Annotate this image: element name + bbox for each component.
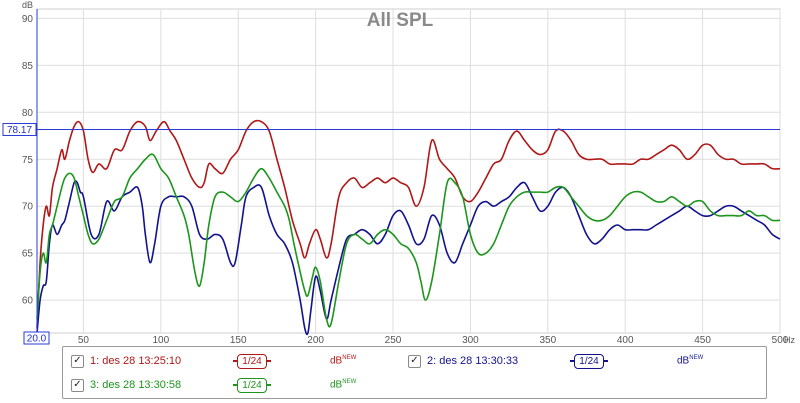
legend-label-3: 3: des 28 13:30:58 [90, 379, 182, 391]
y-tick-label: 75 [22, 155, 34, 166]
x-tick-label: 350 [539, 335, 556, 345]
y-tick-label: 65 [22, 249, 34, 260]
y-tick-label: 60 [22, 296, 34, 307]
series-group [36, 119, 781, 336]
legend-item-3[interactable]: ✓ 3: des 28 13:30:58 [71, 375, 181, 395]
smoothing-button-3[interactable]: 1/24 [233, 377, 271, 393]
x-tick-label: 50 [78, 335, 90, 345]
y-tick-label: 85 [22, 61, 34, 72]
x-tick-label: 150 [230, 335, 247, 345]
x-axis-unit: Hz [784, 335, 795, 345]
db-new-label-2[interactable]: dBNEW [677, 355, 704, 367]
y-tick-label: 80 [22, 108, 34, 119]
x-origin-label: 20.0 [27, 334, 47, 345]
legend-item-1[interactable]: ✓ 1: des 28 13:25:10 [71, 351, 181, 371]
x-tick-label: 400 [617, 335, 634, 345]
legend-label-1: 1: des 28 13:25:10 [90, 355, 182, 367]
x-tick-label: 300 [462, 335, 479, 345]
marker-group: 78.17 20.0 [2, 9, 780, 345]
y-axis-unit: dB [22, 0, 33, 10]
level-marker-box [2, 122, 37, 136]
x-tick-label: 100 [152, 335, 169, 345]
plot-area[interactable] [36, 8, 781, 334]
smoothing-button-2[interactable]: 1/24 [570, 353, 608, 369]
x-tick-label: 450 [694, 335, 711, 345]
legend-checkbox-3[interactable]: ✓ [71, 378, 84, 392]
spl-chart[interactable]: 50 100 150 200 250 300 350 400 450 500 60 65 70 75 80 8… [0, 0, 800, 345]
y-tick-label: 90 [22, 14, 34, 25]
legend-checkbox-2[interactable]: ✓ [408, 354, 421, 368]
legend-item-2[interactable]: ✓ 2: des 28 13:30:33 [408, 351, 518, 371]
legend-checkbox-1[interactable]: ✓ [71, 354, 84, 368]
x-tick-label: 200 [307, 335, 324, 345]
smoothing-button-1[interactable]: 1/24 [233, 353, 271, 369]
grid [37, 9, 781, 333]
legend-label-2: 2: des 28 13:30:33 [427, 355, 519, 367]
axis-ticks: 50 100 150 200 250 300 350 400 450 500 60 65 70 75 80 8… [22, 14, 789, 345]
x-tick-label: 500 [772, 335, 789, 345]
db-new-label-1[interactable]: dBNEW [330, 355, 357, 367]
y-tick-label: 70 [22, 202, 34, 213]
level-marker-label: 78.17 [7, 125, 32, 136]
series-line-1 [36, 119, 781, 329]
db-new-label-3[interactable]: dBNEW [330, 379, 357, 391]
legend-panel: ✓ 1: des 28 13:25:10 1/24 dBNEW ✓ 2: des… [62, 346, 767, 399]
x-origin-box [23, 331, 50, 345]
chart-title: All SPL [367, 10, 434, 31]
series-line-3 [36, 153, 781, 328]
x-tick-label: 250 [385, 335, 402, 345]
